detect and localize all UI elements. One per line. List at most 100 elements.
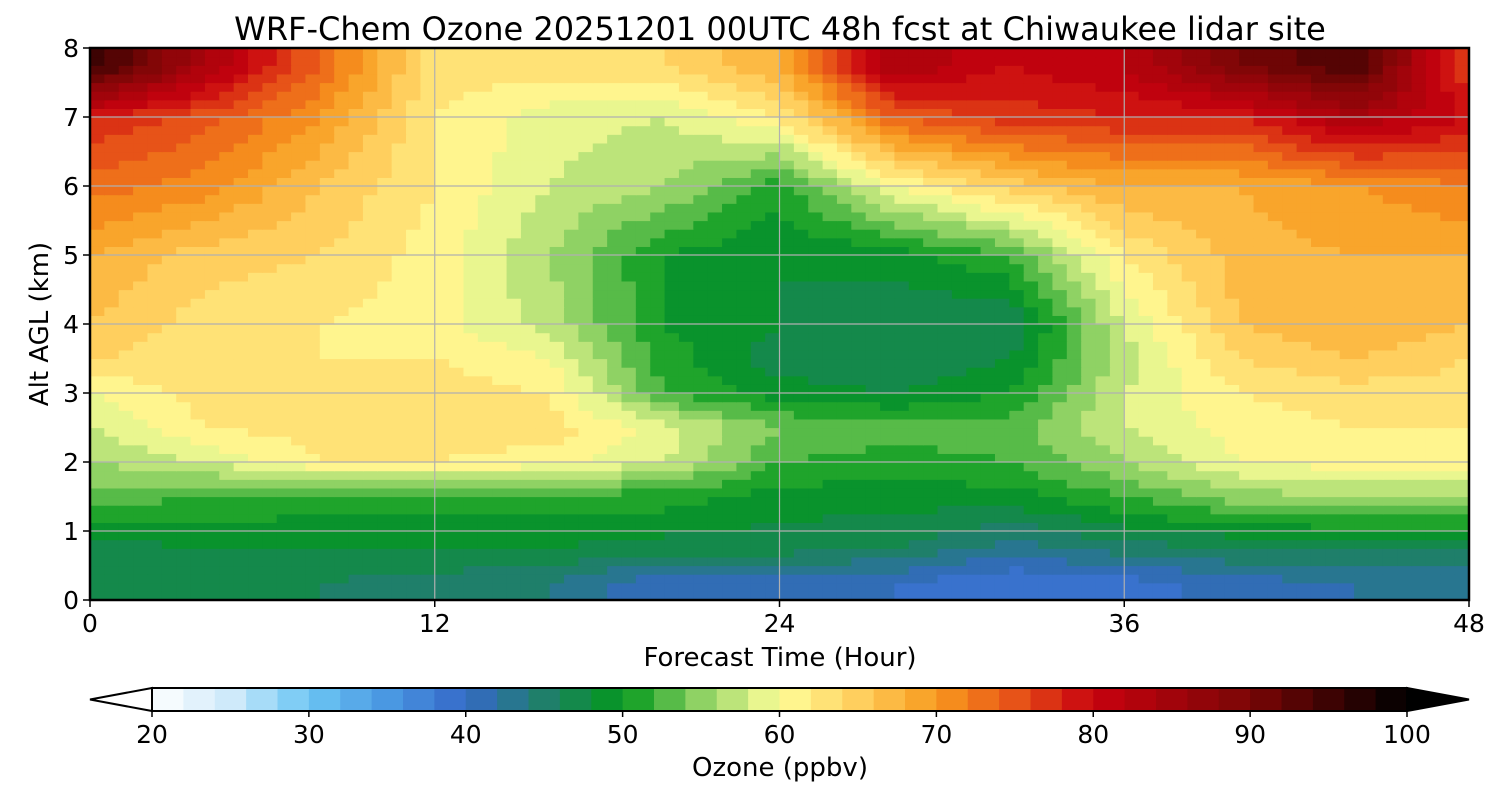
heatmap-cell [779,427,795,437]
heatmap-cell [779,505,795,515]
heatmap-cell [1239,324,1255,334]
heatmap-cell [1224,324,1240,334]
heatmap-cell [650,358,666,368]
heatmap-cell [1440,186,1456,196]
heatmap-cell [406,556,421,567]
heatmap-cell [851,418,867,429]
heatmap-cell [204,306,220,316]
heatmap-cell [262,315,278,325]
heatmap-cell [305,444,321,454]
heatmap-cell [406,462,421,472]
heatmap-cell [1296,358,1312,368]
heatmap-cell [693,410,709,420]
heatmap-cell [420,574,436,584]
heatmap-cell [937,513,953,523]
heatmap-cell [1210,211,1226,222]
heatmap-cell [161,315,177,325]
heatmap-cell [951,151,967,161]
heatmap-cell [664,186,680,196]
heatmap-cell [951,591,967,601]
heatmap-cell [1368,229,1384,239]
heatmap-cell [104,375,120,385]
heatmap-cell [750,194,766,204]
heatmap-cell [477,349,493,360]
heatmap-cell [233,349,249,360]
heatmap-cell [693,436,709,446]
heatmap-cell [176,453,192,463]
heatmap-cell [1009,531,1025,541]
heatmap-cell [1124,315,1140,325]
heatmap-cell [664,375,680,385]
heatmap-cell [937,341,953,351]
heatmap-cell [722,237,737,247]
heatmap-cell [836,255,852,265]
heatmap-cell [463,531,479,541]
heatmap-cell [1397,582,1413,592]
heatmap-cell [635,582,651,592]
heatmap-cell [477,539,493,549]
heatmap-cell [1382,462,1398,472]
heatmap-cell [635,151,651,161]
heatmap-cell [104,237,120,247]
heatmap-cell [808,358,824,368]
heatmap-cell [592,203,608,213]
heatmap-cell [276,427,292,437]
heatmap-cell [248,263,263,273]
heatmap-cell [1138,470,1154,480]
heatmap-cell [334,393,350,403]
heatmap-cell [894,453,910,463]
heatmap-cell [406,479,421,489]
heatmap-cell [808,436,824,446]
heatmap-cell [176,462,192,472]
heatmap-cell [377,531,393,541]
heatmap-cell [1267,496,1283,506]
heatmap-cell [248,574,263,584]
heatmap-cell [994,556,1010,567]
heatmap-cell [980,349,996,360]
heatmap-cell [147,531,163,541]
heatmap-cell [506,349,522,360]
heatmap-cell [190,479,206,489]
heatmap-cell [693,453,709,463]
heatmap-cell [1411,574,1427,584]
heatmap-cell [305,453,321,463]
heatmap-cell [765,556,781,567]
heatmap-cell [808,453,824,463]
heatmap-cell [377,298,393,308]
heatmap-cell [1382,505,1398,515]
heatmap-cell [291,186,307,196]
heatmap-cell [1368,220,1384,230]
heatmap-cell [1253,513,1269,523]
heatmap-cell [1038,496,1054,506]
heatmap-cell [305,505,321,515]
heatmap-cell [319,255,335,265]
heatmap-cell [1224,211,1240,222]
heatmap-cell [463,186,479,196]
heatmap-cell [635,341,651,351]
heatmap-cell [176,298,192,308]
heatmap-cell [722,410,737,420]
heatmap-cell [1095,177,1111,187]
heatmap-cell [1339,427,1355,437]
heatmap-cell [966,220,982,230]
heatmap-cell [880,479,896,489]
heatmap-cell [1296,177,1312,187]
heatmap-cell [1454,246,1470,256]
heatmap-cell [592,462,608,472]
heatmap-cell [118,548,134,558]
heatmap-cell [1354,203,1370,213]
heatmap-cell [449,436,465,446]
heatmap-cell [923,306,939,316]
heatmap-cell [477,496,493,506]
heatmap-cell [851,315,867,325]
heatmap-cell [161,306,177,316]
heatmap-cell [1196,470,1212,480]
heatmap-cell [319,565,335,575]
heatmap-cell [1425,306,1441,316]
heatmap-cell [449,375,465,385]
heatmap-cell [147,513,163,523]
heatmap-cell [765,298,781,308]
heatmap-cell [133,427,149,437]
heatmap-cell [1124,453,1140,463]
heatmap-cell [1354,332,1370,342]
